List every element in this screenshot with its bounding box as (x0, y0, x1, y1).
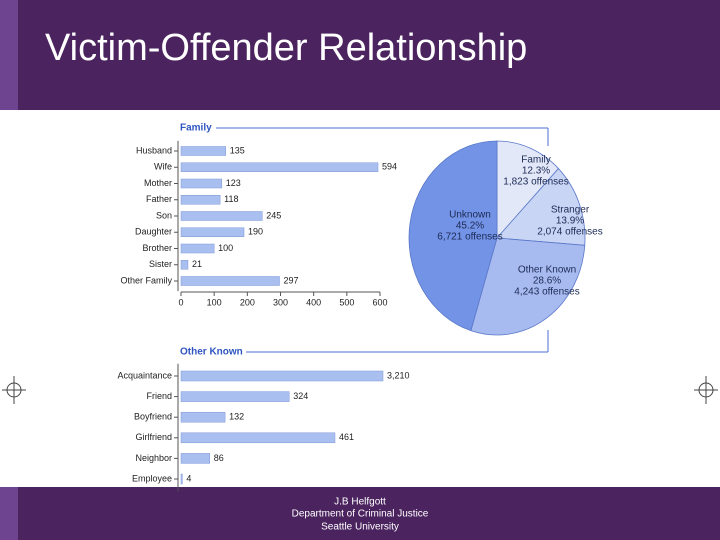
bar (180, 243, 215, 254)
category-label: Husband (136, 145, 172, 155)
pie-slice (496, 167, 586, 246)
category-label: Wife (154, 162, 172, 172)
chart-heading: Family (180, 123, 212, 134)
category-label: Son (156, 210, 172, 220)
bar (180, 411, 226, 423)
category-label: Boyfriend (134, 412, 172, 422)
bar (180, 211, 263, 221)
value-label: 135 (230, 145, 245, 155)
value-label: 245 (266, 210, 281, 220)
bar (180, 276, 280, 286)
footer-text: Department of Criminal Justice (292, 509, 429, 520)
slide-title: Victim-Offender Relationship (45, 27, 527, 69)
category-label: Friend (146, 391, 172, 401)
value-label: 132 (229, 412, 244, 422)
category-label: Acquaintance (117, 370, 172, 380)
bar (180, 162, 379, 172)
slice-label: Unknown (449, 210, 491, 221)
footer-text: J.B Helfgott (334, 497, 386, 508)
category-label: Brother (142, 243, 172, 253)
x-tick-label: 500 (339, 297, 354, 307)
slice-count: 1,823 offenses (503, 177, 568, 188)
bar (180, 391, 290, 402)
x-tick-label: 0 (178, 297, 183, 307)
bar (180, 260, 189, 270)
bar (180, 195, 221, 205)
x-tick-label: 300 (273, 297, 288, 307)
footer-band (0, 487, 720, 540)
category-label: Sister (149, 259, 172, 269)
bar (180, 227, 245, 237)
pie-slice (496, 140, 559, 240)
value-label: 324 (293, 391, 308, 401)
slice-count: 2,074 offenses (537, 227, 602, 238)
category-label: Neighbor (135, 453, 172, 463)
bar (180, 178, 223, 189)
value-label: 123 (226, 178, 241, 188)
bar (180, 370, 384, 382)
value-label: 86 (214, 453, 224, 463)
category-label: Girlfriend (135, 432, 172, 442)
category-label: Daughter (135, 227, 172, 237)
crosshair (2, 376, 718, 404)
category-label: Mother (144, 178, 172, 188)
header-band (0, 0, 720, 110)
value-label: 461 (339, 432, 354, 442)
slice-percent: 45.2% (456, 221, 484, 232)
x-tick-label: 600 (372, 297, 387, 307)
pie-slice (470, 237, 586, 336)
slice-label: Stranger (551, 205, 590, 216)
header-strip (0, 0, 18, 110)
slice-count: 4,243 offenses (514, 287, 579, 298)
bar (180, 473, 183, 485)
x-tick-label: 400 (306, 297, 321, 307)
bar (180, 146, 227, 156)
slice-percent: 13.9% (556, 216, 584, 227)
connector (216, 127, 549, 353)
value-label: 297 (284, 275, 299, 285)
value-label: 594 (382, 162, 397, 172)
slice-label: Other Known (518, 265, 576, 276)
category-label: Other Family (120, 275, 172, 285)
x-tick-label: 100 (207, 297, 222, 307)
value-label: 190 (248, 227, 263, 237)
pie-slice (408, 140, 498, 332)
category-label: Father (146, 194, 172, 204)
slice-count: 6,721 offenses (437, 232, 502, 243)
slice-percent: 28.6% (533, 276, 561, 287)
value-label: 21 (192, 259, 202, 269)
x-tick-label: 200 (240, 297, 255, 307)
value-label: 100 (218, 243, 233, 253)
category-label: Employee (132, 473, 172, 483)
value-label: 4 (186, 473, 191, 483)
footer-strip (0, 487, 18, 540)
value-label: 3,210 (387, 370, 410, 380)
slice-percent: 12.3% (522, 166, 550, 177)
value-label: 118 (224, 194, 238, 204)
slice-label: Family (521, 155, 550, 166)
footer-text: Seattle University (321, 522, 399, 533)
bar (180, 432, 336, 444)
chart-heading: Other Known (180, 347, 243, 358)
bar (180, 453, 210, 464)
